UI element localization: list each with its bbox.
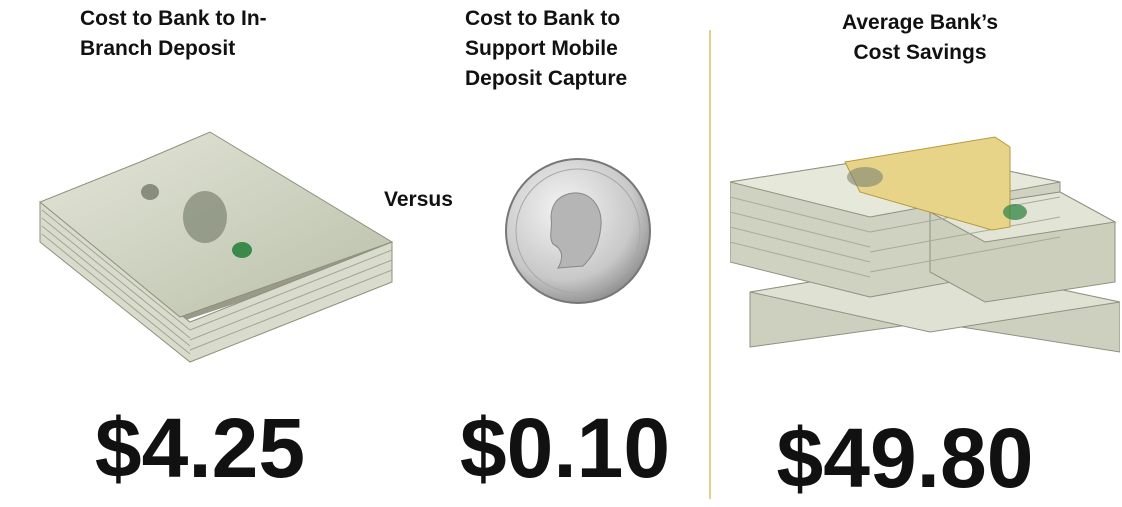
infographic: {"panels": [ {"heading": ["Cost to Bank … (0, 0, 1122, 499)
heading-line: Cost to Bank to (465, 4, 627, 34)
heading-line: Average Bank’s (820, 8, 1020, 38)
heading-line: Branch Deposit (80, 34, 267, 64)
panel-heading: Average Bank’s Cost Savings (820, 8, 1020, 68)
panel-heading: Cost to Bank to In- Branch Deposit (80, 4, 267, 64)
dime-image (503, 156, 653, 306)
heading-line: Cost Savings (820, 38, 1020, 68)
heading-line: Support Mobile (465, 34, 627, 64)
cash-stacks-image (730, 122, 1120, 362)
panel-heading: Cost to Bank to Support Mobile Deposit C… (465, 4, 627, 94)
heading-line: Cost to Bank to In- (80, 4, 267, 34)
amount: $4.25 (20, 400, 380, 497)
amount: $49.80 (725, 410, 1085, 507)
amount: $0.10 (385, 400, 745, 497)
heading-line: Deposit Capture (465, 64, 627, 94)
bill-pile-image (20, 122, 400, 382)
